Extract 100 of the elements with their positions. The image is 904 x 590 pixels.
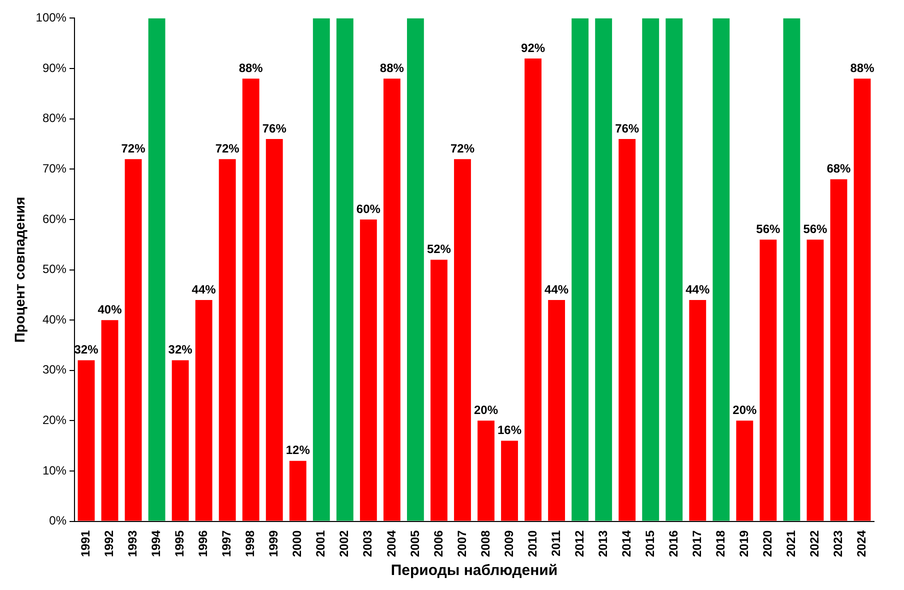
bar [78, 360, 95, 521]
data-label: 72% [215, 141, 240, 156]
x-tick-label: 2008 [478, 530, 492, 558]
x-tick-label: 2017 [690, 530, 704, 558]
data-label: 32% [168, 342, 193, 357]
y-tick-label: 70% [42, 161, 67, 176]
y-tick-label: 40% [42, 312, 67, 326]
data-label: 44% [686, 282, 710, 296]
y-tick-label: 80% [42, 111, 67, 126]
data-label: 56% [756, 222, 781, 236]
bar [618, 138, 636, 521]
bar [806, 240, 824, 521]
x-tick-label: 2006 [431, 530, 446, 558]
x-tick-label: 2023 [831, 530, 846, 558]
data-label: 72% [450, 141, 475, 156]
x-tick-label: 1997 [220, 530, 234, 558]
bar [266, 138, 283, 521]
data-label: 88% [850, 60, 875, 75]
x-tick-label: 2001 [314, 530, 328, 558]
x-tick-label: 1993 [126, 530, 140, 558]
bar [148, 18, 166, 521]
bar [572, 18, 589, 521]
bar [666, 18, 683, 521]
bar [101, 320, 118, 521]
x-tick-label: 2018 [713, 530, 728, 558]
data-label: 16% [498, 423, 522, 438]
y-tick-label: 90% [42, 60, 67, 75]
x-tick-label: 2021 [784, 530, 798, 558]
bar [454, 159, 471, 521]
x-tick-label: 1996 [196, 530, 210, 558]
bar [712, 18, 730, 521]
x-tick-label: 2000 [290, 530, 304, 558]
y-axis-title: Процент совпадения [11, 196, 28, 343]
bar [642, 18, 660, 521]
bar [406, 18, 424, 521]
data-label: 88% [380, 60, 404, 75]
x-tick-label: 1992 [102, 530, 116, 558]
x-tick-label: 2014 [619, 530, 634, 558]
x-tick-label: 2011 [548, 530, 563, 556]
bar [242, 78, 260, 521]
bar [383, 78, 400, 521]
bar [783, 18, 800, 521]
data-label: 32% [74, 342, 99, 357]
bar [289, 460, 306, 521]
x-tick-label: 2019 [736, 530, 751, 558]
data-label: 20% [732, 402, 757, 417]
data-label: 12% [286, 443, 310, 458]
x-tick-label: 2005 [408, 530, 422, 558]
bar [360, 219, 377, 521]
y-tick-label: 100% [36, 10, 67, 25]
data-label: 56% [803, 222, 828, 236]
data-label: 40% [98, 302, 122, 316]
data-label: 92% [521, 40, 546, 55]
data-label: 88% [238, 60, 264, 75]
y-tick-label: 30% [42, 362, 67, 377]
bar [854, 78, 871, 521]
x-tick-label: 2003 [360, 530, 375, 558]
x-tick-label: 2015 [642, 530, 657, 558]
x-tick-label: 2010 [525, 530, 540, 558]
bar [736, 420, 754, 521]
data-label: 44% [192, 282, 216, 296]
x-tick-label: 2002 [337, 530, 352, 558]
data-label: 20% [474, 402, 498, 417]
data-label: 60% [356, 202, 381, 216]
bar [218, 159, 236, 521]
bar [312, 18, 330, 521]
x-tick-label: 2012 [572, 530, 586, 558]
x-tick-label: 2016 [666, 530, 680, 558]
x-tick-label: 2024 [854, 530, 869, 558]
x-tick-label: 1994 [149, 530, 164, 558]
x-tick-label: 1998 [243, 530, 258, 558]
x-tick-label: 2007 [454, 530, 469, 558]
bar [548, 300, 566, 521]
x-tick-label: 2020 [760, 530, 774, 558]
bar [172, 360, 189, 521]
x-tick-label: 2004 [384, 530, 398, 558]
bar [124, 159, 142, 521]
bar [478, 420, 494, 521]
bar [524, 58, 542, 521]
data-label: 52% [426, 242, 452, 256]
bar [760, 240, 777, 521]
x-tick-label: 2022 [808, 530, 822, 558]
y-tick-label: 50% [42, 262, 67, 276]
bar [595, 18, 612, 521]
bar [336, 18, 354, 521]
x-tick-label: 2013 [596, 530, 610, 558]
data-label: 44% [544, 282, 569, 296]
data-label: 68% [826, 162, 852, 176]
bar [430, 260, 448, 521]
data-label: 76% [262, 121, 287, 136]
x-tick-label: 1991 [78, 530, 93, 558]
bar [501, 440, 518, 521]
x-axis-title: Периоды наблюдений [390, 562, 558, 580]
y-tick-label: 10% [42, 463, 67, 478]
x-tick-label: 2009 [502, 530, 516, 558]
y-tick-label: 20% [42, 412, 67, 427]
x-tick-label: 1995 [172, 530, 187, 558]
data-label: 72% [121, 141, 146, 156]
y-tick-label: 0% [49, 514, 67, 528]
bar [195, 300, 212, 521]
